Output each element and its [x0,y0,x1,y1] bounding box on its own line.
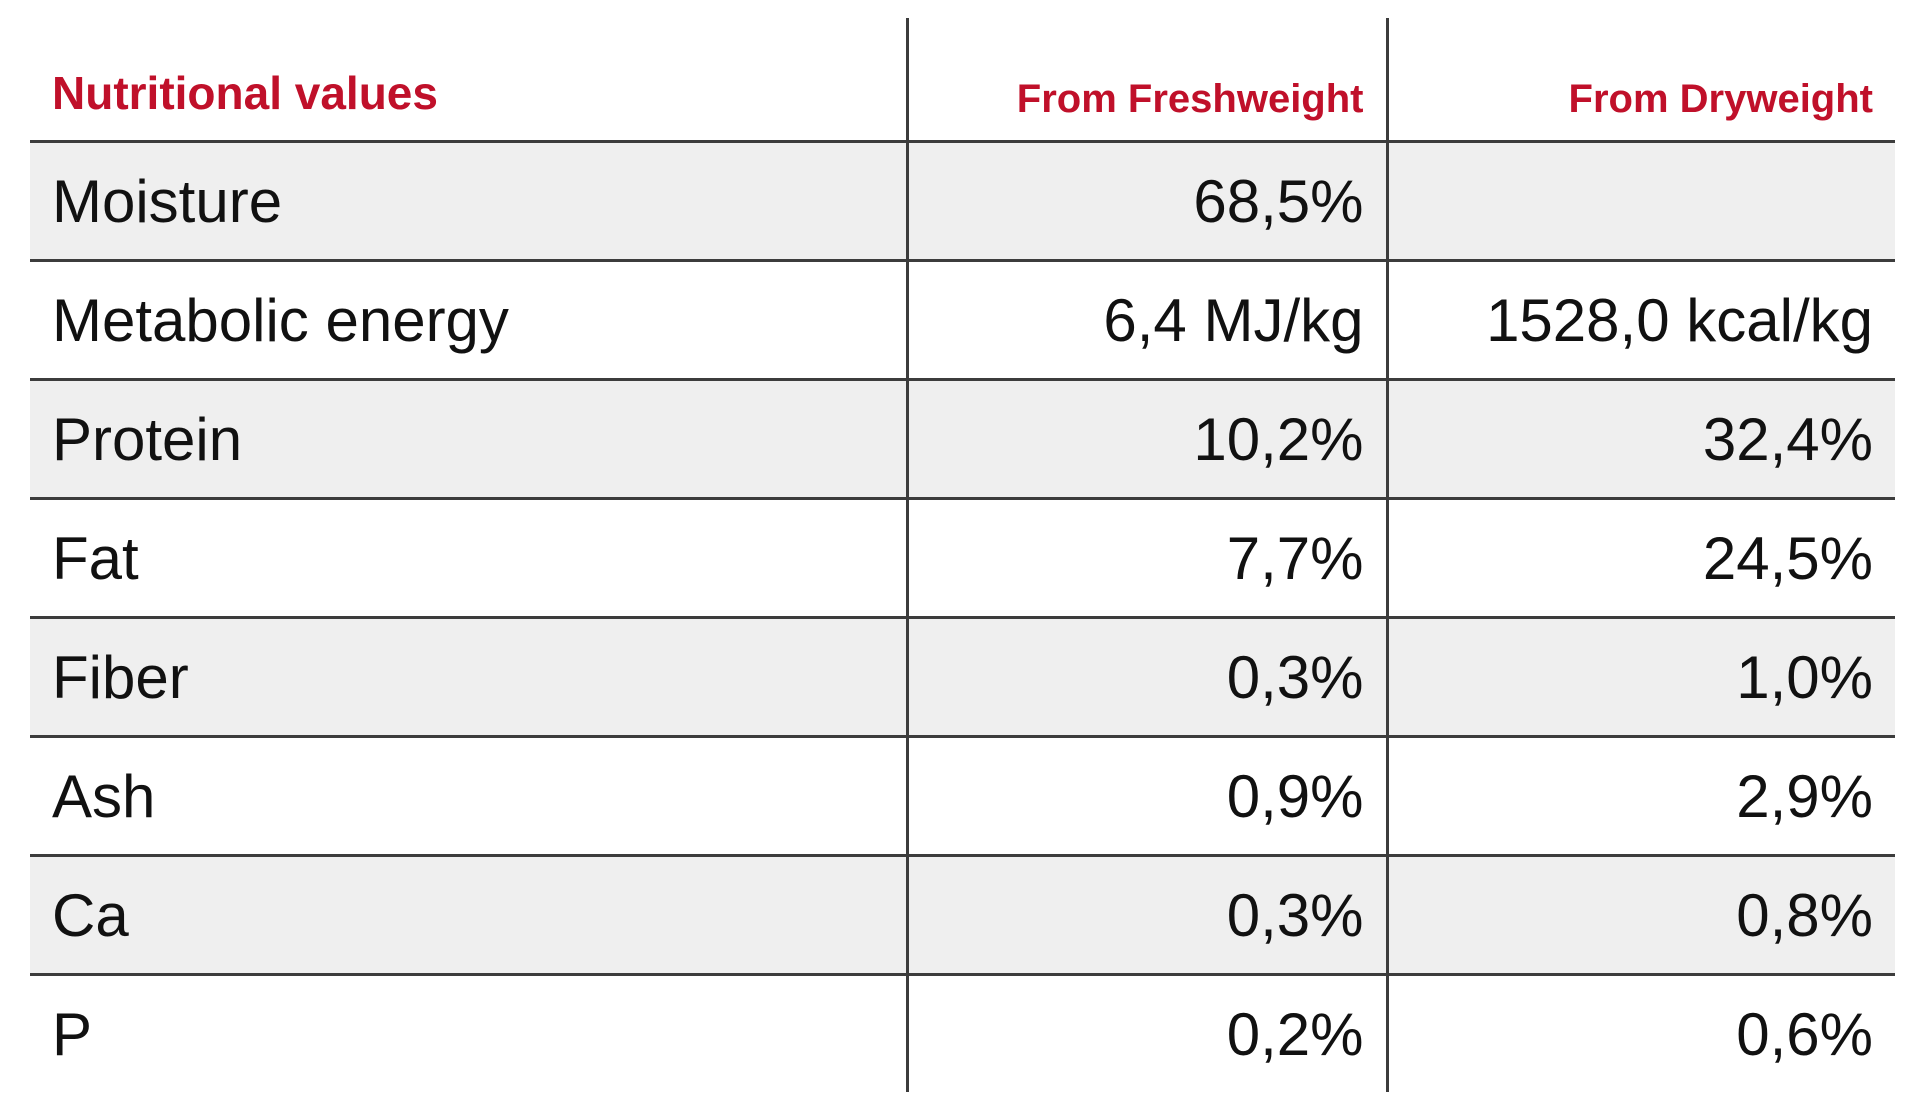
nutrient-name: Ash [30,736,907,857]
table-row: Ash 0,9% 2,9% [30,736,1895,857]
nutrient-name: Moisture [30,141,907,262]
dryweight-value: 0,6% [1385,974,1895,1092]
nutrient-name: Ca [30,855,907,976]
dryweight-value: 1,0% [1385,617,1895,738]
freshweight-value: 0,9% [905,736,1387,857]
freshweight-value: 0,3% [905,617,1387,738]
freshweight-value: 68,5% [905,141,1387,262]
freshweight-value: 6,4 MJ/kg [905,260,1387,381]
table-row: Fiber 0,3% 1,0% [30,617,1895,738]
header-from-dryweight: From Dryweight [1385,18,1895,143]
table-row: Ca 0,3% 0,8% [30,855,1895,976]
table-row: P 0,2% 0,6% [30,974,1895,1092]
nutrient-name: Fat [30,498,907,619]
dryweight-value: 24,5% [1385,498,1895,619]
dryweight-value: 32,4% [1385,379,1895,500]
dryweight-value [1385,141,1895,262]
nutrient-name: Protein [30,379,907,500]
freshweight-value: 0,3% [905,855,1387,976]
table-row: Fat 7,7% 24,5% [30,498,1895,619]
freshweight-value: 7,7% [905,498,1387,619]
nutrient-name: Metabolic energy [30,260,907,381]
nutrient-name: P [52,1000,93,1068]
dryweight-value: 1528,0 kcal/kg [1385,260,1895,381]
dryweight-value: 0,8% [1385,855,1895,976]
table-row: Protein 10,2% 32,4% [30,379,1895,500]
dryweight-value: 2,9% [1385,736,1895,857]
freshweight-value: 0,2% [905,974,1387,1092]
table-row: Moisture 68,5% [30,141,1895,262]
nutrient-name: Fiber [30,617,907,738]
header-from-freshweight: From Freshweight [905,18,1387,143]
table-header-row: Nutritional values From Freshweight From… [30,18,1895,143]
header-nutritional-values: Nutritional values [30,18,907,143]
nutrition-table: Nutritional values From Freshweight From… [30,18,1895,1092]
freshweight-value: 10,2% [905,379,1387,500]
table-row: Metabolic energy 6,4 MJ/kg 1528,0 kcal/k… [30,260,1895,381]
